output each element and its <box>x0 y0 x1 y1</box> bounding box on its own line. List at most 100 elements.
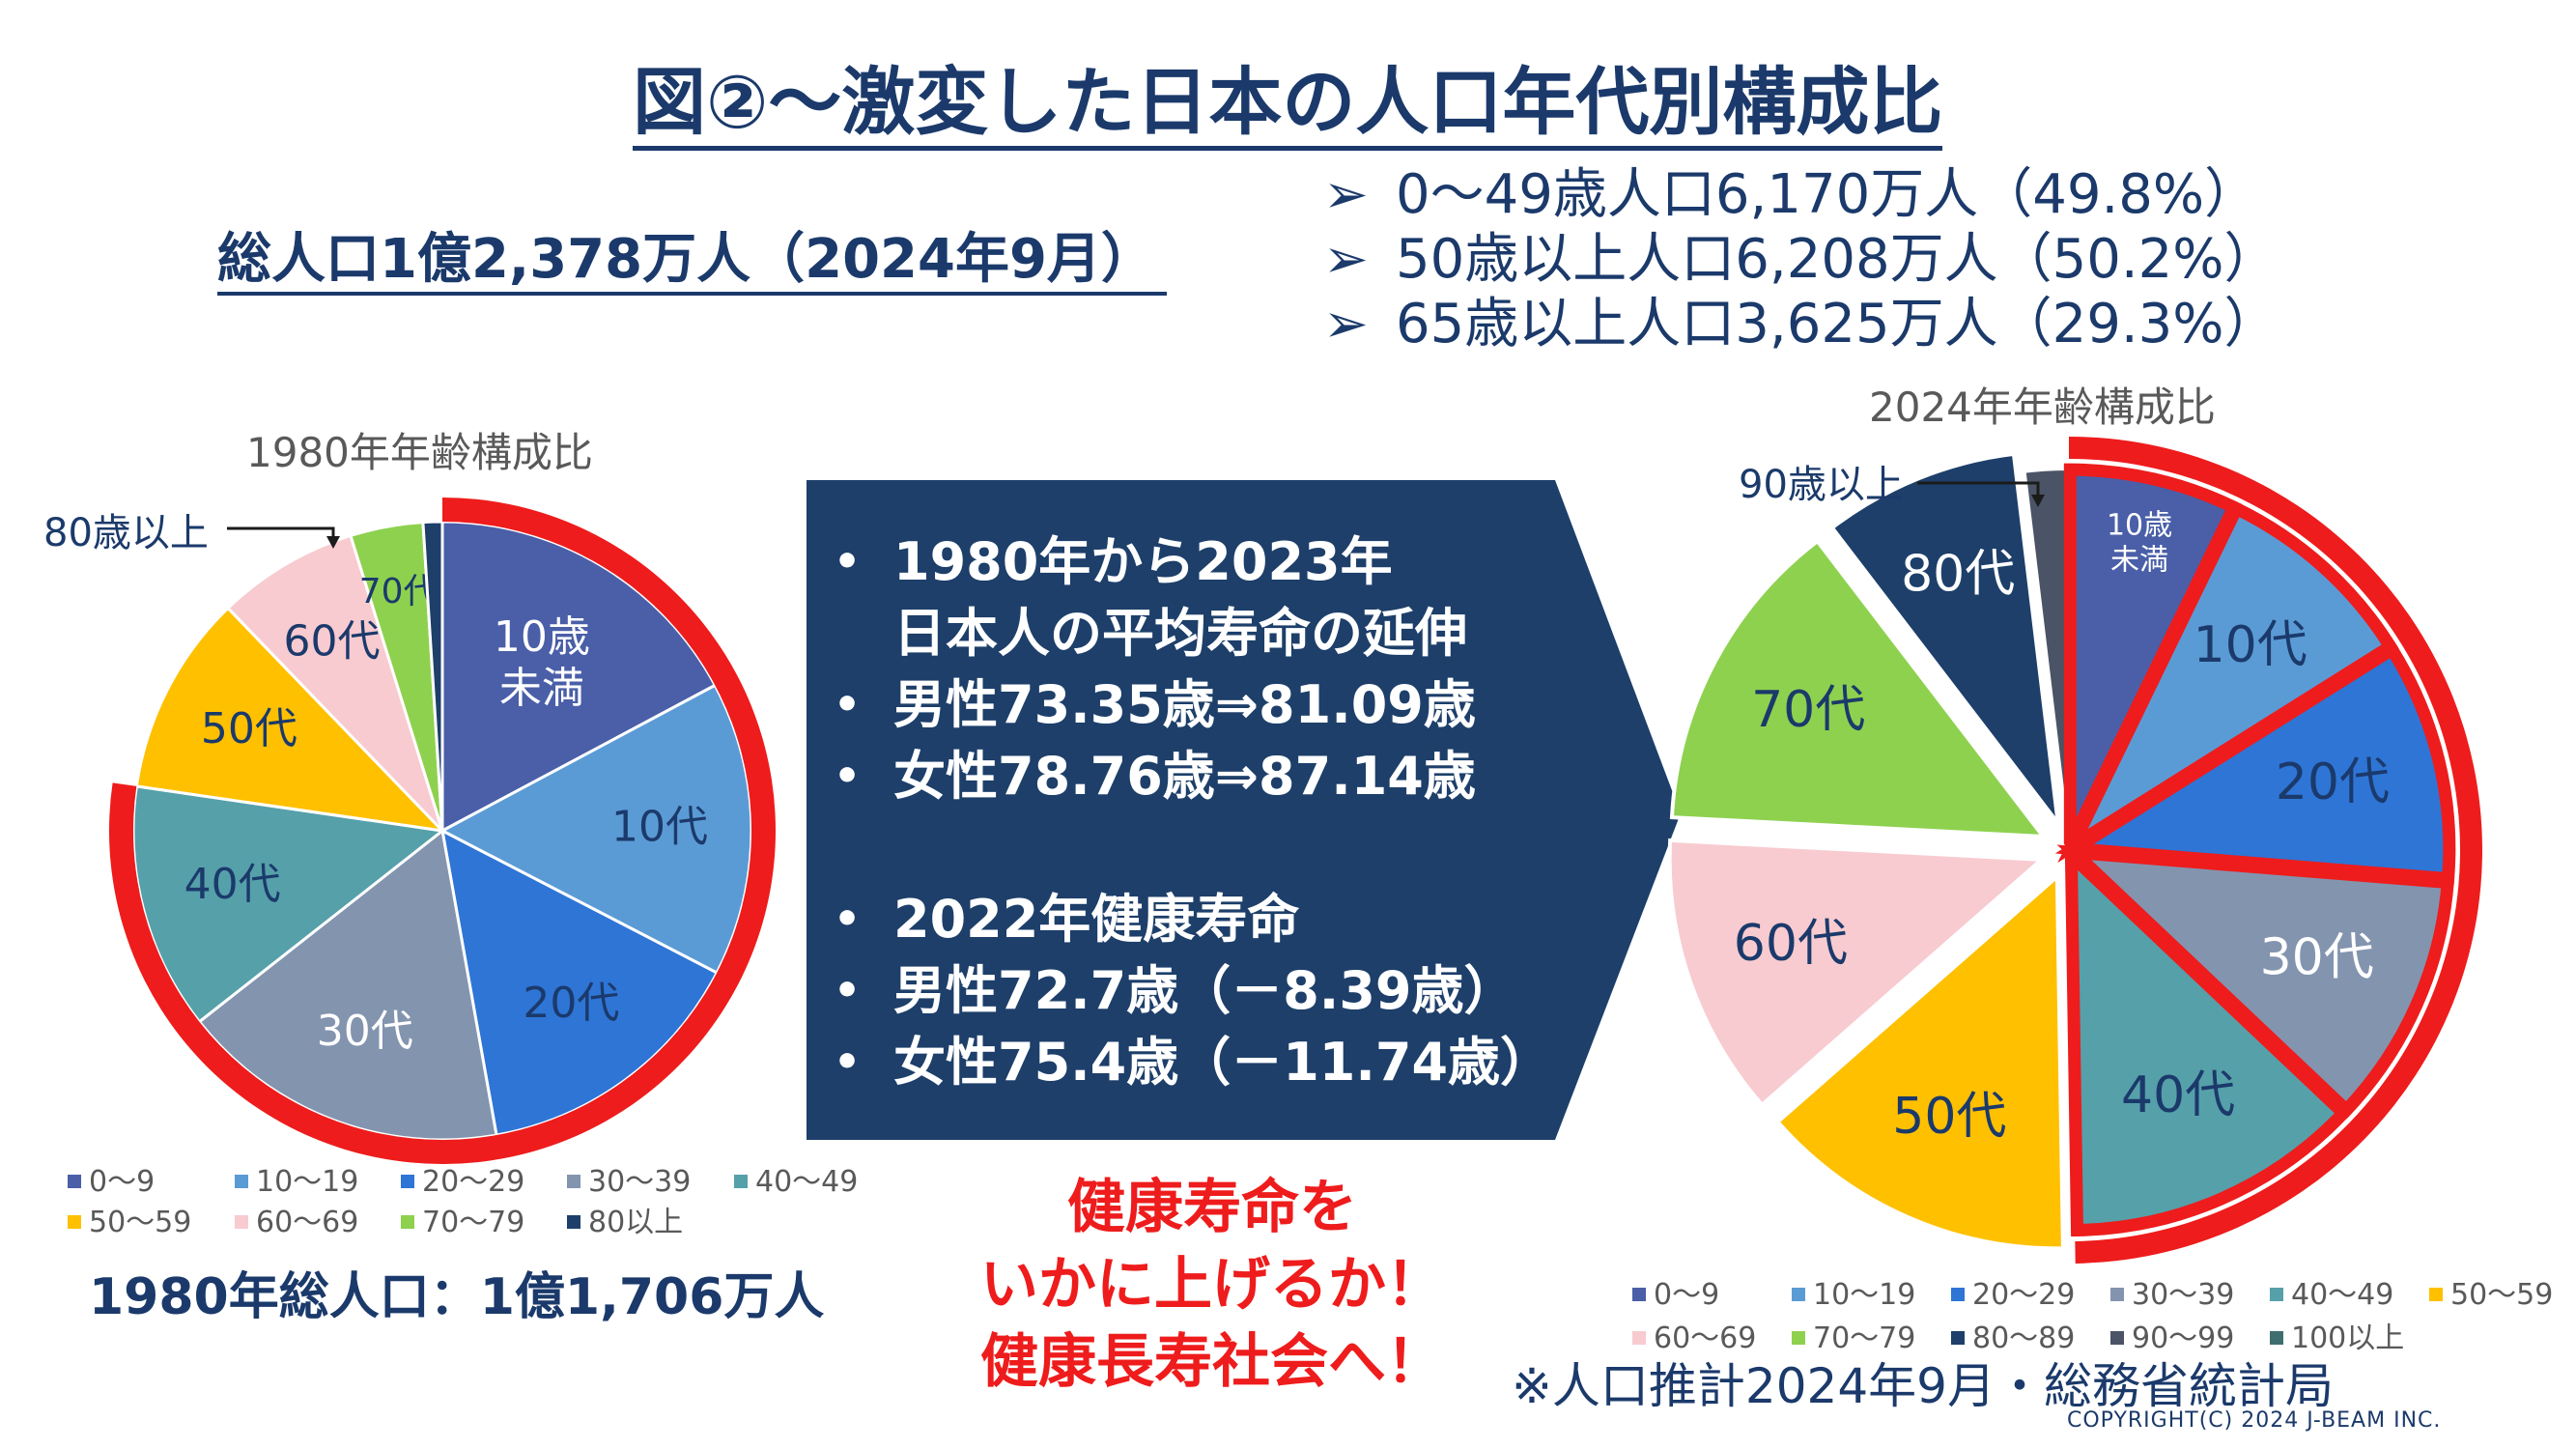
arrow-box <box>807 480 1681 1140</box>
legend-item: 70～79 <box>401 1198 524 1240</box>
legend-item: 30～39 <box>567 1157 691 1200</box>
slice-label: 50代 <box>201 704 297 753</box>
pie-slice-group: 50代 <box>1774 872 2065 1251</box>
legend-label: 30～39 <box>588 1165 692 1199</box>
callout-arrowhead-icon <box>326 536 340 549</box>
legend-label: 80以上 <box>588 1206 684 1239</box>
box-line: 日本人の平均寿命の延伸 <box>893 603 1467 664</box>
legend-swatch <box>567 1214 580 1229</box>
pie-slice-group <box>421 520 444 832</box>
legend-item: 10～19 <box>1792 1270 1915 1313</box>
legend-item: 40～49 <box>734 1157 858 1200</box>
population-1980: 1980年総人口：1億1,706万人 <box>89 1268 825 1326</box>
slice-label: 80代 <box>1901 545 2015 603</box>
pie-slice-group: 50代 <box>134 606 447 834</box>
slice-label-line: 10歳 <box>494 612 590 662</box>
legend-label: 100以上 <box>2291 1321 2405 1355</box>
population-bullet: ➢ 50歳以上人口6,208万人（50.2%） <box>1323 227 2278 292</box>
legend-item: 100以上 <box>2270 1314 2404 1356</box>
legend-item: 50～59 <box>68 1198 191 1240</box>
copyright: COPYRIGHT(C) 2024 J-BEAM INC. <box>2067 1408 2442 1433</box>
legend-item: 0～9 <box>68 1157 155 1200</box>
pie-slice-5 <box>134 606 447 834</box>
box-line: 男性73.35歳⇒81.09歳 <box>893 674 1476 735</box>
box-line: 2022年健康寿命 <box>893 889 1300 950</box>
legend-label: 60～69 <box>1654 1321 1757 1355</box>
legend-item: 60～69 <box>1632 1314 1756 1356</box>
bullet-dot-icon: • <box>834 895 862 944</box>
legend-label: 20～29 <box>1972 1278 2076 1312</box>
source-note: ※人口推計2024年9月・総務省統計局 <box>1512 1358 2334 1414</box>
legend-swatch <box>2270 1287 2283 1301</box>
arrowhead-bullet-icon: ➢ <box>1323 228 1369 292</box>
callout-label-90plus: 90歳以上 <box>1739 463 1904 507</box>
slogan-line: 健康長寿社会へ！ <box>980 1328 1444 1396</box>
pie-slice-group: 70代 <box>349 521 444 832</box>
page-title: 図②～激変した日本の人口年代別構成比 <box>633 60 1943 152</box>
total-population: 総人口1億2,378万人（2024年9月） <box>217 227 1167 297</box>
highlight-outline-2024 <box>2054 640 2456 886</box>
slogan: 健康寿命を いかに上げるか！ 健康長寿社会へ！ <box>951 1169 1473 1401</box>
legend-item: 30～39 <box>2110 1270 2234 1313</box>
box-bullet-row: • 1980年から2023年 <box>826 526 1552 598</box>
box-line: 女性78.76歳⇒87.14歳 <box>893 746 1476 807</box>
legend-swatch <box>401 1214 414 1229</box>
legend-item: 70～79 <box>1792 1314 1915 1356</box>
legend-item: 50～59 <box>2429 1270 2553 1313</box>
highlight-outline-2024 <box>2056 844 2455 1120</box>
legend-label: 10～19 <box>1813 1278 1916 1312</box>
legend-swatch <box>1632 1330 1646 1345</box>
pie-slice-group: 80代 <box>1829 451 2061 831</box>
pie-slice-7 <box>1669 538 2048 839</box>
bullet-text: 65歳以上人口3,625万人（29.3%） <box>1396 293 2279 356</box>
legend-item: 0～9 <box>1632 1270 1719 1313</box>
slice-label: 20代 <box>523 979 619 1028</box>
legend-swatch <box>2110 1330 2124 1345</box>
legend-item: 20～29 <box>401 1157 524 1200</box>
box-line-row: 日本人の平均寿命の延伸 <box>826 598 1552 669</box>
legend-label: 70～79 <box>1813 1321 1916 1355</box>
slice-label-line: 未満 <box>2110 543 2168 577</box>
legend-label: 0～9 <box>1654 1278 1720 1312</box>
legend-swatch <box>2429 1287 2443 1301</box>
legend-label: 40～49 <box>755 1165 859 1199</box>
legend-label: 40～49 <box>2291 1278 2394 1312</box>
box-line: 女性75.4歳（－11.74歳） <box>893 1032 1553 1093</box>
slice-label: 70代 <box>359 572 439 611</box>
pie-slice-6 <box>1667 838 2047 1108</box>
legend-label: 80～89 <box>1972 1321 2076 1355</box>
box-bullet-row: • 2022年健康寿命 <box>826 884 1552 955</box>
pie-slice-group: 40代 <box>131 784 446 1024</box>
arrowhead-bullet-icon: ➢ <box>1323 293 1369 356</box>
legend-swatch <box>235 1214 248 1229</box>
bullet-dot-icon: • <box>834 1037 862 1087</box>
slice-label: 70代 <box>1751 681 1865 739</box>
legend-item: 90～99 <box>2110 1314 2234 1356</box>
callout-arrowhead-icon <box>2031 495 2045 507</box>
slice-label: 50代 <box>1892 1088 2006 1146</box>
slice-label: 20代 <box>2276 753 2390 811</box>
life-expectancy-text: • 1980年から2023年 日本人の平均寿命の延伸 • 男性73.35歳⇒81.0… <box>826 526 1552 1098</box>
legend-swatch <box>2110 1287 2124 1301</box>
legend-label: 90～99 <box>2132 1321 2235 1355</box>
slice-label-line: 未満 <box>499 664 584 713</box>
legend-item: 80以上 <box>567 1198 683 1240</box>
legend-item: 40～49 <box>2270 1270 2393 1313</box>
box-bullet-row: • 女性78.76歳⇒87.14歳 <box>826 741 1552 812</box>
legend-swatch <box>2270 1330 2283 1345</box>
legend-swatch <box>235 1174 248 1188</box>
box-line: 男性72.7歳（－8.39歳） <box>893 960 1516 1021</box>
legend-label: 50～59 <box>89 1206 192 1239</box>
slice-label: 10代 <box>2194 616 2307 674</box>
highlight-outline-2024 <box>2064 840 2353 1237</box>
pie-slice-group: 60代 <box>1667 838 2047 1108</box>
slice-label: 10歳未満 <box>494 612 590 713</box>
legend-swatch <box>1951 1330 1965 1345</box>
slogan-line: 健康寿命を <box>1067 1174 1357 1241</box>
bullet-dot-icon: • <box>834 752 862 801</box>
pie-slice-group: 60代 <box>225 533 444 833</box>
